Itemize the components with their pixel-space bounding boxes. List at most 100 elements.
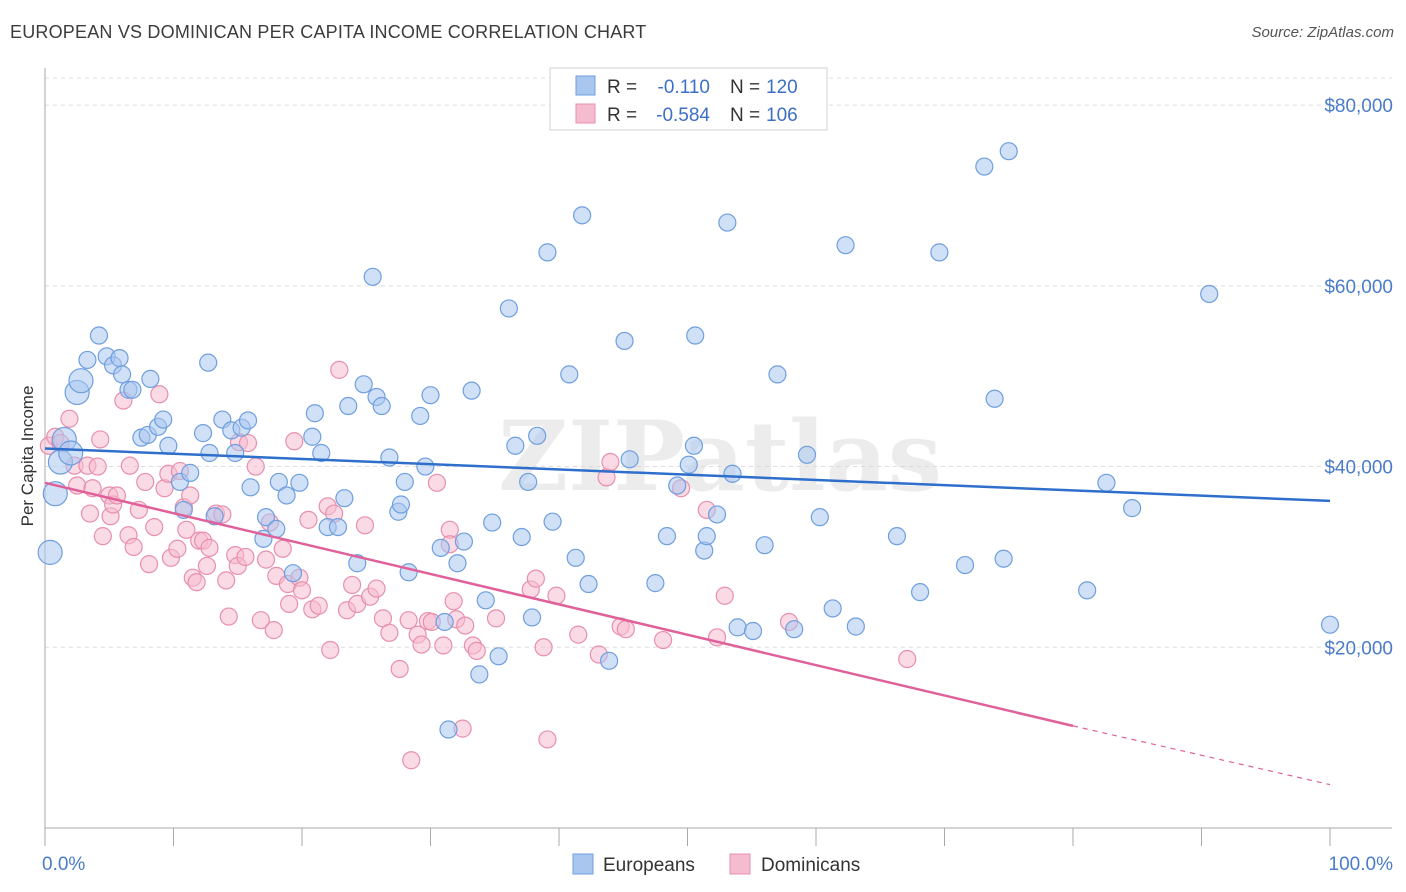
european-point: [58, 440, 84, 466]
european-point: [910, 583, 930, 602]
european-point: [566, 548, 585, 567]
european-point: [372, 396, 391, 416]
european-point: [226, 443, 245, 463]
european-point: [522, 608, 542, 627]
dominican-point: [321, 640, 340, 660]
european-point: [1078, 581, 1097, 600]
legend-swatch-dominicans: [575, 103, 596, 124]
european-point: [277, 486, 296, 505]
european-point: [1320, 615, 1340, 634]
european-point: [823, 599, 842, 618]
dominican-point: [60, 409, 79, 428]
dominican-point: [299, 510, 318, 529]
european-point: [686, 326, 705, 345]
european-point: [241, 478, 260, 497]
dominican-point: [264, 621, 283, 640]
dominican-point: [217, 571, 236, 590]
european-point: [846, 617, 865, 636]
european-point: [999, 142, 1018, 161]
european-point: [573, 206, 592, 225]
european-point: [499, 299, 518, 318]
european-point: [810, 508, 829, 527]
european-point: [256, 508, 276, 527]
european-point: [768, 365, 787, 384]
y-axis-label: Per Capita Income: [18, 386, 37, 527]
dominican-point: [569, 625, 588, 644]
dominican-point: [80, 504, 100, 523]
european-point: [454, 532, 474, 551]
dominican-point: [486, 609, 506, 628]
european-point: [743, 621, 763, 641]
european-point: [519, 472, 538, 492]
european-point: [303, 427, 322, 446]
dominican-point: [898, 649, 917, 669]
european-point: [283, 564, 303, 583]
dominican-point: [390, 659, 409, 679]
chart-source: Source: ZipAtlas.com: [1251, 24, 1394, 41]
european-point: [435, 612, 454, 632]
x-tick-label: 100.0%: [1329, 854, 1394, 875]
european-point: [707, 505, 727, 524]
bottom-legend-dominicans: Dominicans: [761, 855, 860, 876]
legend-swatch-europeans: [575, 75, 596, 96]
dominican-point: [280, 594, 299, 614]
dominican-point: [467, 641, 486, 660]
european-point: [200, 443, 219, 463]
dominican-point: [93, 527, 112, 546]
european-point: [684, 436, 704, 455]
european-point: [312, 443, 331, 463]
european-point: [723, 464, 742, 483]
european-point: [363, 267, 382, 286]
dominican-point: [402, 751, 421, 770]
dominican-point: [601, 452, 620, 472]
dominican-point: [434, 636, 453, 655]
european-point: [354, 375, 373, 394]
european-point: [975, 157, 994, 176]
dominican-point: [197, 556, 217, 576]
dominican-point: [399, 611, 418, 630]
european-point: [154, 410, 173, 429]
dominican-point: [538, 730, 557, 749]
dominican-point: [136, 472, 155, 492]
dominican-point: [367, 579, 386, 598]
bottom-swatch-dominicans: [729, 853, 751, 875]
european-point: [483, 513, 502, 532]
y-tick-labels: $20,000 $40,000 $60,000 $80,000: [1324, 96, 1393, 659]
dominican-point: [150, 385, 169, 404]
european-point: [528, 426, 547, 445]
european-point: [68, 368, 94, 394]
dominican-point: [653, 630, 673, 650]
european-point: [395, 472, 414, 492]
dominican-point: [145, 517, 164, 537]
legend-r-value-2: -0.584: [656, 105, 710, 126]
x-tick-labels: 0.0% 100.0%: [42, 854, 1393, 875]
european-point: [728, 618, 747, 637]
european-point: [620, 450, 639, 469]
european-point: [470, 665, 489, 684]
european-point: [657, 527, 677, 546]
european-point: [836, 236, 855, 255]
legend-n-label-2: N =: [730, 105, 760, 126]
european-point: [668, 476, 687, 495]
european-point: [955, 555, 975, 575]
european-point: [785, 620, 804, 639]
european-point: [994, 549, 1013, 568]
legend-r-value-1: -0.110: [658, 77, 710, 98]
european-point: [615, 331, 634, 351]
dominican-point: [292, 581, 312, 600]
bottom-legend-europeans: Europeans: [603, 855, 695, 876]
dominican-point: [88, 457, 107, 476]
dominican-point: [124, 537, 143, 557]
european-point: [462, 381, 481, 400]
european-point: [697, 527, 716, 546]
european-point: [37, 539, 63, 565]
european-point: [448, 554, 467, 573]
dominican-point: [343, 575, 362, 595]
european-point: [159, 436, 178, 455]
european-point: [560, 365, 579, 384]
european-point: [985, 389, 1004, 408]
european-point: [305, 404, 324, 423]
european-point: [506, 436, 525, 455]
dominican-point: [139, 555, 159, 574]
dominican-point: [444, 592, 463, 611]
